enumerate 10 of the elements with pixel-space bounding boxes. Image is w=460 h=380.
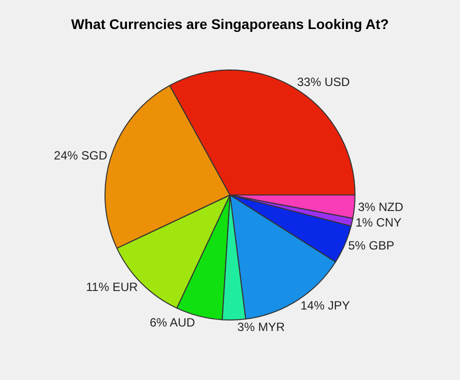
slice-label: 14% JPY [300, 298, 350, 313]
slice-label: 24% SGD [54, 148, 108, 163]
slice-label: 3% MYR [237, 320, 286, 334]
slice-label: 3% NZD [358, 200, 404, 214]
slice-label: 11% EUR [86, 280, 138, 294]
slice-label: 6% AUD [150, 316, 196, 330]
slice-label: 1% CNY [355, 216, 402, 230]
slice-label: 33% USD [297, 75, 350, 90]
slice-label: 5% GBP [348, 238, 394, 253]
chart-title: What Currencies are Singaporeans Looking At? [71, 16, 389, 32]
